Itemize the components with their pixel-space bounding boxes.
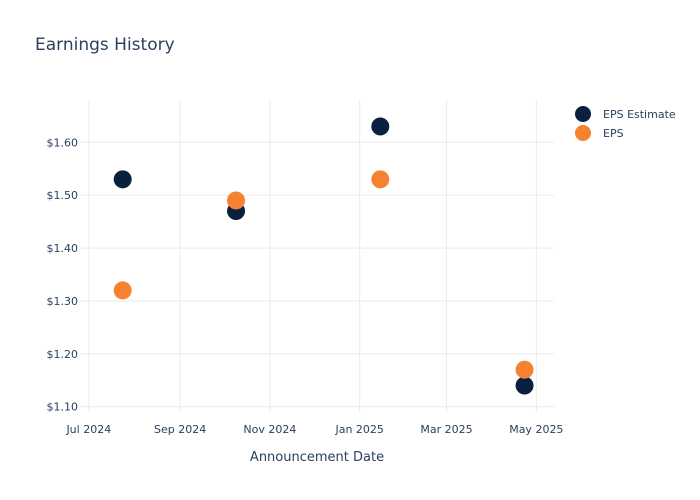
series-eps — [113, 170, 534, 379]
eps-point — [227, 191, 246, 210]
eps-point — [113, 281, 132, 300]
y-tick-label: $1.50 — [47, 189, 79, 202]
y-gridlines — [80, 141, 554, 408]
y-tick-label: $1.10 — [47, 401, 79, 414]
scatter-markers — [113, 117, 534, 395]
eps-point — [371, 170, 390, 189]
y-tick-label: $1.40 — [47, 242, 79, 255]
x-axis-title: Announcement Date — [250, 450, 384, 465]
x-gridlines — [88, 100, 537, 412]
legend-marker — [575, 125, 591, 141]
eps-point — [515, 360, 534, 379]
legend-item: EPS — [575, 125, 624, 141]
x-tick-label: Nov 2024 — [243, 423, 296, 436]
y-tick-label: $1.30 — [47, 295, 79, 308]
eps-estimate-point — [371, 117, 390, 136]
x-tick-label: Sep 2024 — [154, 423, 206, 436]
x-tick-label: May 2025 — [509, 423, 563, 436]
y-tick-label: $1.60 — [47, 136, 79, 149]
series-eps-estimate — [113, 117, 534, 395]
y-tick-label: $1.20 — [47, 348, 79, 361]
y-axis-tick-labels: $1.10 $1.20 $1.30 $1.40 $1.50 $1.60 — [47, 136, 79, 413]
x-tick-label: Mar 2025 — [420, 423, 472, 436]
legend-marker — [575, 106, 591, 122]
legend-item: EPS Estimate — [575, 106, 676, 122]
legend-label: EPS Estimate — [603, 108, 676, 121]
eps-estimate-point — [515, 376, 534, 395]
x-tick-label: Jan 2025 — [334, 423, 383, 436]
x-tick-label: Jul 2024 — [65, 423, 111, 436]
chart-title: Earnings History — [35, 35, 175, 55]
x-axis-tick-labels: Jul 2024 Sep 2024 Nov 2024 Jan 2025 Mar 2025… — [65, 423, 563, 436]
eps-estimate-point — [113, 170, 132, 189]
legend: EPS Estimate EPS — [575, 106, 676, 141]
legend-label: EPS — [603, 127, 624, 140]
